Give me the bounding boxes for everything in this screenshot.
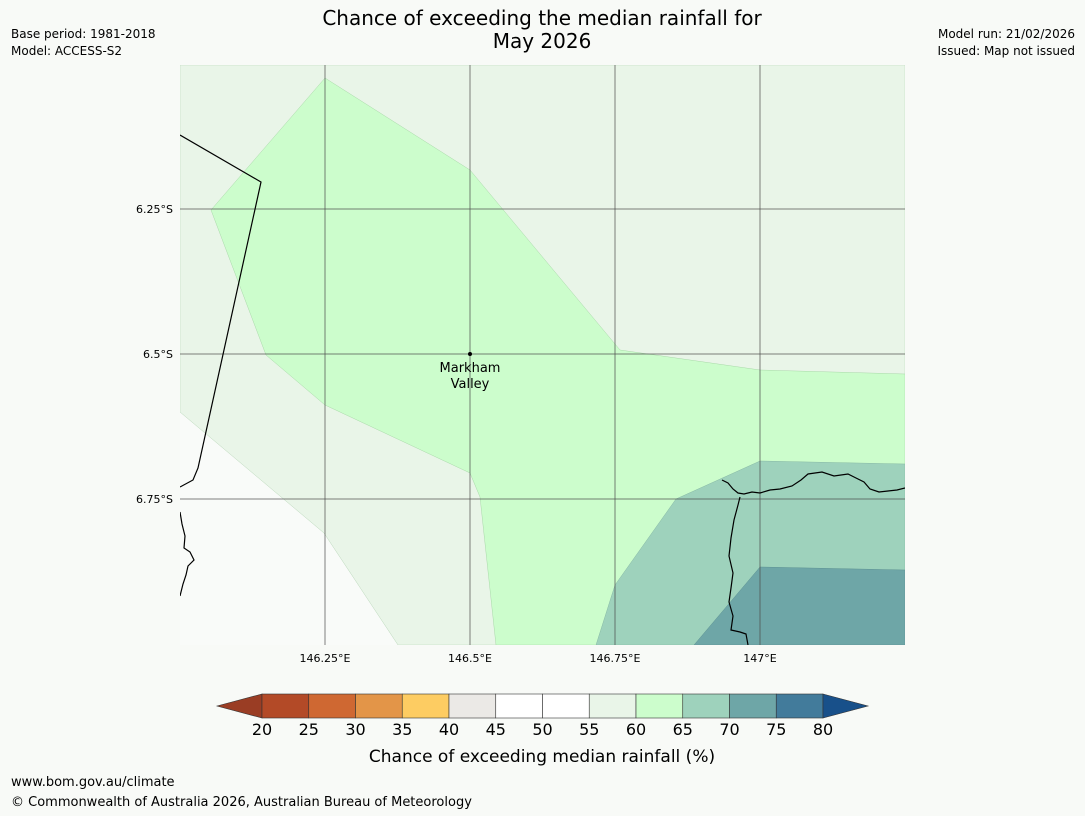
coastline-west — [180, 511, 195, 597]
colorbar-cell — [588, 693, 637, 719]
colorbar-cell — [682, 693, 730, 719]
colorbar: 20 25 30 35 40 45 50 55 60 65 70 75 80 Chance of exc… — [215, 693, 870, 767]
colorbar-over-arrow — [822, 693, 870, 719]
province-border — [180, 134, 262, 488]
colorbar-cell — [401, 693, 450, 719]
issued-text: Issued: Map not issued — [937, 44, 1075, 58]
colorbar-tick-label: 25 — [299, 720, 319, 739]
colorbar-tick-label: 40 — [439, 720, 459, 739]
map-plot-area — [180, 65, 905, 645]
lat-label: 6.75°S — [136, 493, 173, 506]
colorbar-tick-label: 35 — [392, 720, 412, 739]
longitude-labels: 146.25°E 146.5°E 146.75°E 147°E — [300, 652, 777, 665]
lon-label: 147°E — [743, 652, 776, 665]
place-label-line2: Valley — [451, 377, 490, 392]
lat-label: 6.25°S — [136, 203, 173, 216]
colorbar-tick-label: 55 — [579, 720, 599, 739]
river-east — [728, 496, 749, 645]
colorbar-tick-label: 50 — [532, 720, 552, 739]
colorbar-cell — [775, 693, 824, 719]
colorbar-tick-label: 65 — [673, 720, 693, 739]
colorbar-title: Chance of exceeding median rainfall (%) — [369, 747, 715, 767]
colorbar-tick-label: 60 — [626, 720, 646, 739]
colorbar-cell — [635, 693, 684, 719]
river-and-coast-east — [721, 471, 905, 495]
model-text: Model: ACCESS-S2 — [11, 44, 123, 58]
latitude-labels: 6.25°S 6.5°S 6.75°S — [136, 203, 173, 506]
colorbar-tick-label: 45 — [486, 720, 506, 739]
colorbar-tick-label: 80 — [813, 720, 833, 739]
footer-url: www.bom.gov.au/climate — [11, 775, 175, 790]
colorbar-tick-label: 70 — [719, 720, 739, 739]
colorbar-tick-label: 75 — [766, 720, 786, 739]
colorbar-cell — [261, 693, 310, 719]
markham-valley-dot — [468, 352, 472, 356]
colorbar-cell — [542, 693, 590, 719]
model-run-text: Model run: 21/02/2026 — [937, 27, 1075, 41]
colorbar-cell — [355, 693, 403, 719]
lon-label: 146.25°E — [300, 652, 351, 665]
lon-label: 146.5°E — [448, 652, 492, 665]
colorbar-cells — [261, 693, 824, 719]
colorbar-tick-label: 20 — [252, 720, 272, 739]
footer-copyright: © Commonwealth of Australia 2026, Austra… — [11, 795, 472, 810]
colorbar-cell — [729, 693, 777, 719]
colorbar-cell — [308, 693, 356, 719]
region-70-75 — [693, 566, 905, 645]
meta-left: Base period: 1981-2018 Model: ACCESS-S2 — [11, 26, 156, 60]
colorbar-tick-labels: 20 25 30 35 40 45 50 55 60 65 70 75 80 — [252, 720, 833, 739]
lon-label: 146.75°E — [590, 652, 641, 665]
gridlines — [180, 65, 905, 645]
place-label-line1: Markham — [440, 361, 501, 376]
meta-right: Model run: 21/02/2026 Issued: Map not is… — [937, 26, 1075, 60]
colorbar-under-arrow — [215, 693, 263, 719]
colorbar-cell — [495, 693, 543, 719]
colorbar-cell — [448, 693, 497, 719]
map-title: Chance of exceeding the median rainfall … — [292, 7, 792, 53]
place-marker: Markham Valley — [440, 352, 501, 392]
lat-label: 6.5°S — [143, 348, 173, 361]
coastline-and-borders — [180, 134, 905, 645]
colorbar-tick-label: 30 — [345, 720, 365, 739]
base-period-text: Base period: 1981-2018 — [11, 27, 156, 41]
map-title-line2: May 2026 — [492, 29, 592, 53]
map-title-line1: Chance of exceeding the median rainfall … — [322, 6, 762, 30]
